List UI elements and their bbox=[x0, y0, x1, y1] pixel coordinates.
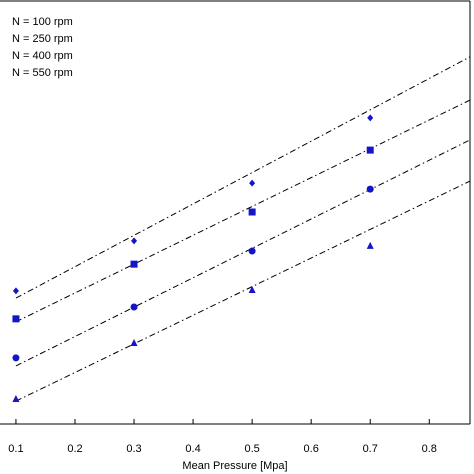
x-tick-label: 0.4 bbox=[185, 443, 200, 455]
data-point bbox=[12, 394, 20, 402]
data-point bbox=[366, 146, 374, 154]
x-tick-label: 0.5 bbox=[244, 443, 259, 455]
data-point bbox=[248, 247, 256, 255]
fit-line bbox=[15, 139, 471, 367]
data-point bbox=[131, 237, 138, 245]
fit-line bbox=[15, 99, 471, 323]
x-tick-label: 0.8 bbox=[422, 443, 437, 455]
x-tick-label: 0.6 bbox=[304, 443, 319, 455]
data-point bbox=[366, 241, 374, 249]
legend-label: N = 400 rpm bbox=[12, 50, 73, 62]
data-point bbox=[130, 339, 138, 347]
legend-label: N = 250 rpm bbox=[12, 33, 73, 45]
x-axis-label: Mean Pressure [Mpa] bbox=[182, 460, 287, 472]
data-point bbox=[248, 286, 256, 294]
fit-line bbox=[15, 180, 471, 402]
x-tick-label: 0.2 bbox=[67, 443, 82, 455]
data-point bbox=[249, 179, 256, 187]
data-point bbox=[367, 114, 374, 122]
data-point bbox=[12, 287, 19, 295]
legend-label: N = 550 rpm bbox=[12, 67, 73, 79]
data-point bbox=[12, 315, 20, 323]
data-point bbox=[130, 303, 138, 311]
fit-line bbox=[15, 56, 471, 299]
x-tick-label: 0.1 bbox=[8, 443, 23, 455]
x-tick-label: 0.7 bbox=[363, 443, 378, 455]
data-point bbox=[130, 260, 138, 268]
data-point bbox=[12, 354, 20, 362]
legend-label: N = 100 rpm bbox=[12, 16, 73, 28]
data-point bbox=[366, 185, 374, 193]
x-tick-label: 0.3 bbox=[126, 443, 141, 455]
data-point bbox=[248, 208, 256, 216]
